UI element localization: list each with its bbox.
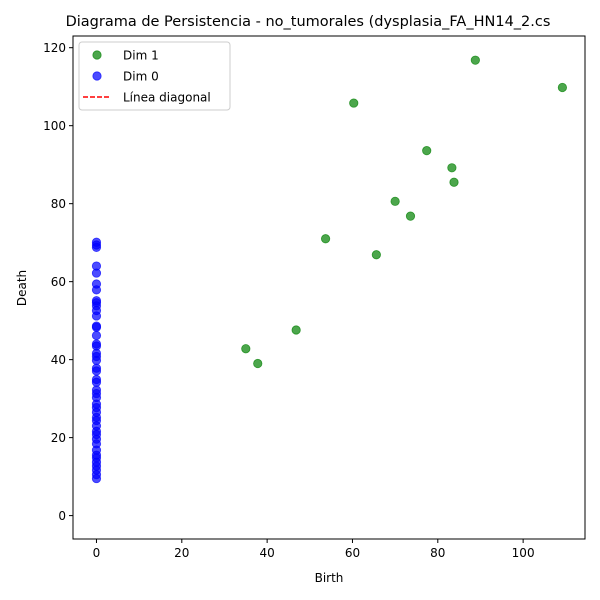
data-point xyxy=(320,234,331,244)
data-point xyxy=(291,325,301,335)
legend: Dim 1 Dim 0 Línea diagonal xyxy=(78,41,231,111)
data-point xyxy=(449,177,459,187)
y-tick-label: 0 xyxy=(58,509,66,523)
series-dim-1 xyxy=(241,55,567,369)
y-tick-label: 40 xyxy=(51,353,66,367)
data-point xyxy=(371,250,381,260)
data-point xyxy=(91,339,102,349)
data-point xyxy=(349,98,359,108)
series-dim-0 xyxy=(91,237,102,484)
data-point xyxy=(91,385,102,395)
y-tick-label: 100 xyxy=(43,119,66,133)
legend-label: Dim 1 xyxy=(123,49,159,63)
legend-label: Línea diagonal xyxy=(123,91,211,105)
y-axis: 0 20 40 60 80 100 120 xyxy=(43,41,73,523)
data-point xyxy=(91,321,102,331)
data-point xyxy=(390,196,400,206)
x-tick-label: 100 xyxy=(512,546,535,560)
data-point xyxy=(470,55,480,65)
data-point xyxy=(91,296,102,306)
data-point xyxy=(91,261,102,271)
data-point xyxy=(253,358,263,369)
x-tick-label: 60 xyxy=(345,546,360,560)
legend-swatch xyxy=(92,50,102,60)
data-point xyxy=(91,237,102,247)
data-point xyxy=(241,344,251,354)
x-axis-label: Birth xyxy=(315,571,344,585)
legend-box xyxy=(78,41,231,111)
data-point xyxy=(91,279,102,289)
data-point xyxy=(91,374,102,385)
plot-area xyxy=(91,55,567,484)
y-tick-label: 120 xyxy=(43,41,66,55)
x-tick-label: 0 xyxy=(93,546,101,560)
legend-swatch xyxy=(92,71,102,81)
x-tick-label: 40 xyxy=(259,546,274,560)
data-point xyxy=(557,82,567,93)
y-tick-label: 20 xyxy=(51,431,66,445)
data-point xyxy=(405,211,416,221)
data-point xyxy=(91,363,102,373)
data-point xyxy=(422,146,432,156)
x-tick-label: 20 xyxy=(174,546,189,560)
chart-title: Diagrama de Persistencia - no_tumorales … xyxy=(66,14,551,30)
x-axis: 0 20 40 60 80 100 xyxy=(93,539,535,560)
y-axis-label: Death xyxy=(15,270,29,306)
legend-label: Dim 0 xyxy=(123,70,159,84)
x-tick-label: 80 xyxy=(430,546,445,560)
plot-frame xyxy=(72,35,586,540)
data-point xyxy=(91,330,102,341)
data-point xyxy=(447,163,457,173)
y-tick-label: 60 xyxy=(51,275,66,289)
y-tick-label: 80 xyxy=(51,197,66,211)
